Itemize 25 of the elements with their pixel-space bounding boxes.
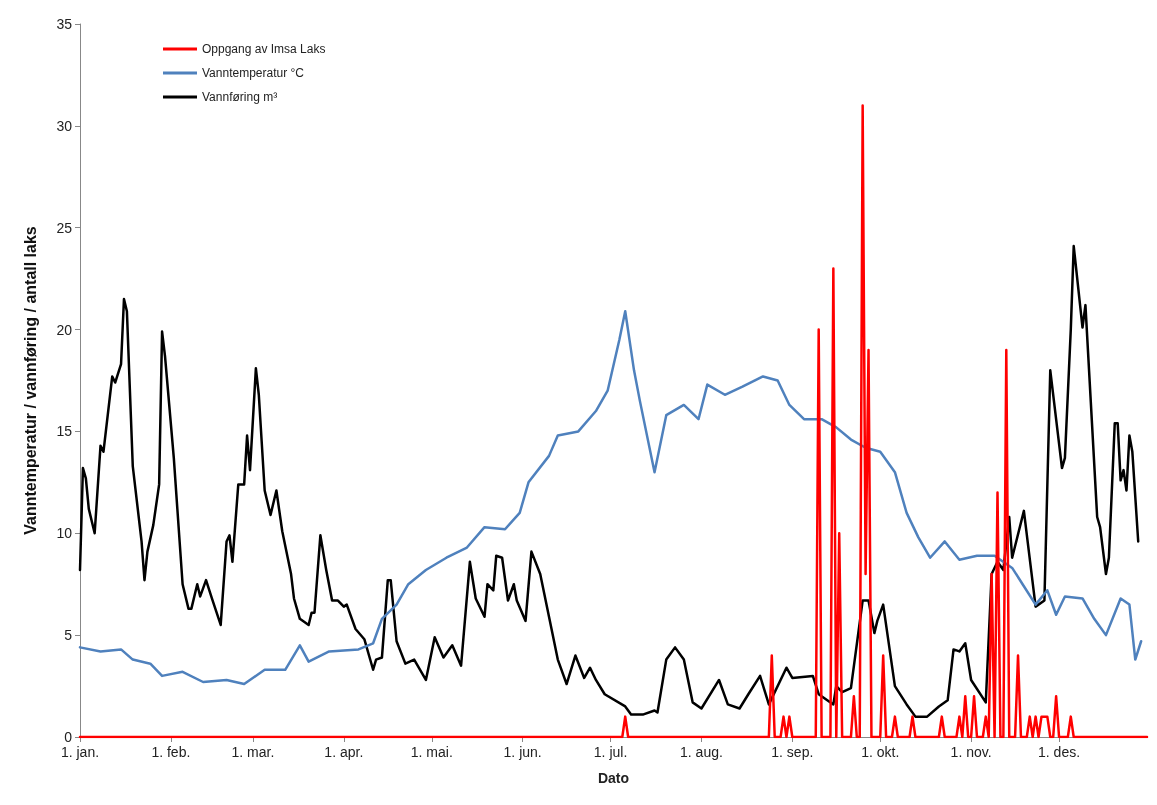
- legend-label: Vannføring m³: [202, 90, 278, 104]
- x-axis-title: Dato: [597, 770, 630, 786]
- x-tick-label: 1. jun.: [503, 744, 542, 760]
- x-tick-label: 1. apr.: [324, 744, 364, 760]
- y-tick-label: 30: [56, 117, 73, 134]
- y-tick-label: 20: [56, 321, 73, 338]
- legend-label: Vanntemperatur °C: [202, 66, 305, 80]
- y-tick-label: 15: [56, 423, 73, 440]
- x-tick-label: 1. aug.: [680, 744, 723, 760]
- y-tick-label: 25: [56, 219, 73, 236]
- x-tick-label: 1. des.: [1038, 744, 1081, 760]
- x-tick-label: 1. nov.: [950, 744, 992, 760]
- x-tick-label: 1. sep.: [771, 744, 814, 760]
- x-tick-label: 1. mar.: [231, 744, 275, 760]
- y-tick-label: 10: [56, 525, 73, 542]
- x-tick-label: 1. mai.: [410, 744, 453, 760]
- x-tick-label: 1. jul.: [593, 744, 628, 760]
- y-axis-title: Vanntemperatur / vannføring / antall laks: [21, 226, 39, 535]
- y-tick-label: 0: [64, 729, 73, 745]
- y-tick-label: 5: [64, 627, 73, 644]
- x-tick-label: 1. okt.: [861, 744, 900, 760]
- x-tick-label: 1. feb.: [151, 744, 191, 760]
- x-tick-label: 1. jan.: [60, 744, 100, 760]
- y-tick-label: 35: [56, 16, 73, 32]
- legend-label: Oppgang av Imsa Laks: [202, 42, 326, 56]
